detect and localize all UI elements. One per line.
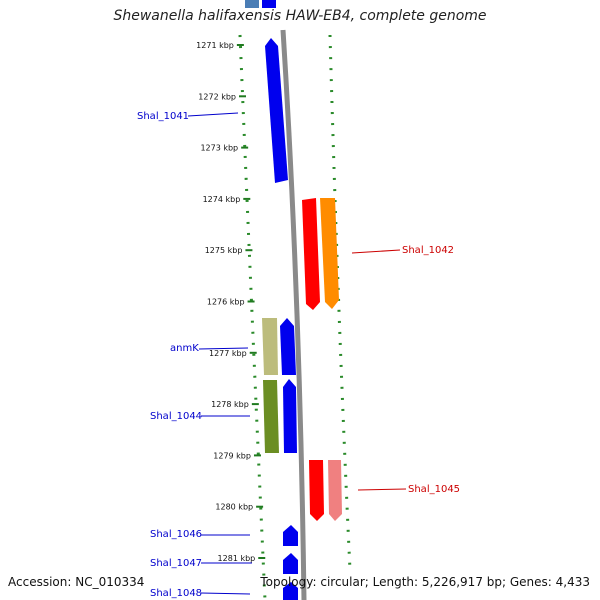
gene-label-shal-1044[interactable]: Shal_1044	[150, 411, 202, 422]
tick-label: 1276 kbp	[207, 298, 245, 307]
gene-arrow[interactable]	[262, 0, 276, 8]
gene-labels: Shal_1041 Shal_1042 anmK Shal_1044 Shal_…	[137, 111, 460, 599]
tick-label: 1281 kbp	[218, 554, 256, 563]
tick-marks: 1271 kbp 1272 kbp 1273 kbp 1274 kbp 1275 kbp…	[196, 41, 266, 563]
gene-label-shal-1042[interactable]: Shal_1042	[402, 245, 454, 256]
gene-arrow-shal-1045[interactable]	[309, 460, 324, 521]
gene-arrow-anmk[interactable]	[262, 318, 278, 375]
tick-label: 1274 kbp	[203, 195, 241, 204]
gene-label-shal-1048[interactable]: Shal_1048	[150, 588, 202, 599]
tick-label: 1280 kbp	[215, 503, 253, 512]
label-leader-anmk	[198, 347, 249, 350]
gene-arrow[interactable]	[283, 379, 297, 453]
gene-features	[245, 0, 342, 600]
tick-label: 1277 kbp	[209, 349, 247, 358]
tick-label: 1278 kbp	[211, 400, 249, 409]
gene-arrow-shal-1047[interactable]	[283, 553, 298, 574]
gene-arrow-shal-1048[interactable]	[283, 582, 298, 600]
outer-dotted-guide	[328, 34, 352, 571]
topology-text: Topology: circular; Length: 5,226,917 bp…	[260, 575, 590, 589]
gene-arrow-shal-1041[interactable]	[265, 38, 288, 183]
gene-arrow-shal-1044[interactable]	[263, 380, 279, 453]
tick-label: 1271 kbp	[196, 41, 234, 50]
tick-label: 1279 kbp	[213, 451, 251, 460]
gene-arrow[interactable]	[328, 460, 342, 521]
gene-label-shal-1045[interactable]: Shal_1045	[408, 484, 460, 495]
accession-text: Accession: NC_010334	[8, 575, 145, 589]
label-leader-shal-1048	[200, 592, 251, 595]
tick-label: 1272 kbp	[198, 92, 236, 101]
map-title: Shewanella halifaxensis HAW-EB4, complet…	[113, 8, 487, 24]
gene-label-shal-1047[interactable]: Shal_1047	[150, 558, 202, 569]
gene-arrow[interactable]	[245, 0, 259, 8]
gene-label-anmk[interactable]: anmK	[170, 343, 199, 354]
label-leader-shal-1041	[187, 112, 239, 117]
gene-arrow-shal-1042[interactable]	[302, 198, 320, 310]
gene-label-shal-1041[interactable]: Shal_1041	[137, 111, 189, 122]
label-leader-shal-1045	[357, 488, 407, 491]
gene-label-shal-1046[interactable]: Shal_1046	[150, 529, 202, 540]
label-leader-shal-1042	[351, 249, 401, 254]
tick-label: 1275 kbp	[205, 246, 243, 255]
gene-arrow[interactable]	[280, 318, 296, 375]
gene-arrow[interactable]	[320, 198, 339, 309]
tick-label: 1273 kbp	[200, 144, 238, 153]
genome-backbone	[280, 29, 307, 600]
inner-dotted-guide	[238, 34, 267, 600]
gene-arrow-shal-1046[interactable]	[283, 525, 298, 546]
